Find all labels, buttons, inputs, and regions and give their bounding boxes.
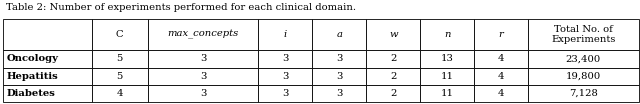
Text: 11: 11 xyxy=(440,89,454,98)
Text: 3: 3 xyxy=(200,89,206,98)
Text: 5: 5 xyxy=(116,54,123,63)
Text: 2: 2 xyxy=(390,54,396,63)
Text: 3: 3 xyxy=(282,54,289,63)
Text: 23,400: 23,400 xyxy=(566,54,601,63)
Text: 7,128: 7,128 xyxy=(569,89,598,98)
Text: Table 2: Number of experiments performed for each clinical domain.: Table 2: Number of experiments performed… xyxy=(6,3,356,12)
Text: 2: 2 xyxy=(390,72,396,81)
Text: a: a xyxy=(336,30,342,39)
Text: 4: 4 xyxy=(498,72,504,81)
Text: 4: 4 xyxy=(498,54,504,63)
Text: max_concepts: max_concepts xyxy=(168,30,239,39)
Text: 4: 4 xyxy=(498,89,504,98)
Text: n: n xyxy=(444,30,451,39)
Text: 3: 3 xyxy=(282,72,289,81)
Text: r: r xyxy=(499,30,504,39)
Text: 5: 5 xyxy=(116,72,123,81)
Text: Diabetes: Diabetes xyxy=(6,89,55,98)
Text: 2: 2 xyxy=(390,89,396,98)
Text: Total No. of
Experiments: Total No. of Experiments xyxy=(551,25,616,44)
Text: 19,800: 19,800 xyxy=(566,72,601,81)
Text: 3: 3 xyxy=(336,89,342,98)
Text: 3: 3 xyxy=(336,72,342,81)
Text: 11: 11 xyxy=(440,72,454,81)
Text: 3: 3 xyxy=(336,54,342,63)
Text: 3: 3 xyxy=(200,72,206,81)
Text: C: C xyxy=(116,30,124,39)
Text: w: w xyxy=(389,30,397,39)
Text: 4: 4 xyxy=(116,89,123,98)
Text: Hepatitis: Hepatitis xyxy=(6,72,58,81)
Text: 13: 13 xyxy=(441,54,454,63)
Text: 3: 3 xyxy=(282,89,289,98)
Text: i: i xyxy=(284,30,287,39)
Text: Oncology: Oncology xyxy=(6,54,58,63)
Text: 3: 3 xyxy=(200,54,206,63)
